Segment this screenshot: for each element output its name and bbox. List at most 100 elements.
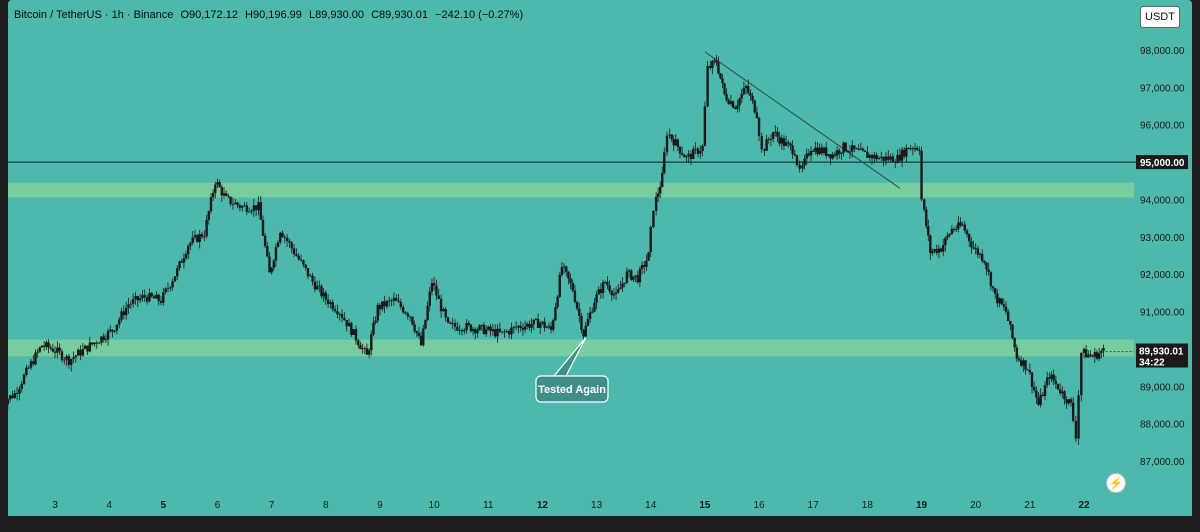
- chart-frame[interactable]: 98,000.00 97,000.00 96,000.00 95,000.00 94,0…: [8, 0, 1192, 520]
- candle-body: [397, 300, 400, 302]
- candle-body: [302, 260, 305, 265]
- candle-body: [599, 289, 603, 293]
- candle-body: [40, 345, 44, 348]
- candle-body: [621, 283, 624, 288]
- candle-body: [315, 285, 319, 290]
- x-tick-label: 22: [1078, 500, 1090, 511]
- candle-body: [474, 328, 477, 334]
- candle-body: [38, 347, 42, 352]
- candle-body: [861, 148, 865, 151]
- candle-body: [703, 106, 707, 146]
- candle-body: [252, 205, 256, 211]
- candle-body: [166, 288, 170, 290]
- candle-body: [593, 302, 596, 312]
- candle-body: [313, 281, 317, 290]
- candle-body: [176, 268, 179, 277]
- currency-button[interactable]: USDT: [1140, 6, 1180, 28]
- candle-body: [584, 325, 587, 337]
- candle-body: [978, 253, 982, 255]
- candle-body: [51, 348, 55, 352]
- candle-body: [840, 152, 843, 154]
- y-tick-label: 92,000.00: [1140, 270, 1185, 281]
- candle-body: [755, 112, 759, 118]
- candle-body: [749, 92, 752, 96]
- y-tick-label: 89,000.00: [1140, 382, 1185, 393]
- candle-body: [545, 327, 548, 329]
- candle-body: [952, 229, 956, 230]
- candle-body: [22, 374, 26, 384]
- candle-body: [449, 322, 452, 324]
- candle-body: [182, 258, 186, 263]
- candle-body: [965, 230, 969, 235]
- candle-body: [699, 151, 702, 154]
- candle-body: [647, 252, 650, 261]
- candle-body: [643, 264, 646, 267]
- candle-body: [505, 331, 509, 333]
- candle-body: [692, 148, 695, 159]
- candle-body: [571, 282, 574, 291]
- candle-body: [665, 135, 669, 153]
- candle-body: [42, 345, 46, 347]
- y-tick-label: 97,000.00: [1140, 83, 1185, 94]
- annotation-box[interactable]: [535, 375, 609, 403]
- candle-body: [586, 319, 590, 326]
- candle-body: [763, 149, 766, 151]
- candle-body: [510, 327, 513, 335]
- candle-body: [687, 153, 690, 157]
- candle-body: [778, 136, 781, 144]
- candle-body: [610, 291, 613, 296]
- x-tick-label: 7: [269, 500, 275, 511]
- candle-body: [918, 149, 921, 151]
- candle-body: [406, 313, 409, 317]
- y-tick-label: 88,000.00: [1140, 420, 1185, 431]
- candle-body: [578, 308, 581, 316]
- candle-body: [209, 197, 213, 212]
- candle-body: [60, 351, 64, 360]
- candle-body: [1067, 399, 1071, 404]
- price-chart[interactable]: 98,000.00 97,000.00 96,000.00 95,000.00 94,0…: [8, 0, 1192, 520]
- candle-body: [435, 285, 438, 296]
- candle-body: [274, 246, 278, 261]
- candle-body: [948, 233, 951, 236]
- candle-body: [460, 330, 464, 332]
- candle-body: [931, 251, 934, 254]
- candle-body: [453, 323, 457, 327]
- candle-body: [198, 234, 201, 242]
- candle-body: [991, 286, 995, 289]
- candle-body: [774, 131, 777, 133]
- candle-body: [771, 132, 775, 139]
- candle-body: [549, 326, 553, 330]
- candle-body: [200, 234, 204, 237]
- candle-body: [220, 187, 224, 196]
- candle-body: [120, 311, 123, 320]
- candle-body: [1084, 349, 1088, 358]
- candle-body: [591, 311, 594, 313]
- candle-body: [367, 350, 371, 355]
- candle-body: [638, 268, 642, 283]
- candle-body: [148, 292, 151, 302]
- candle-body: [426, 305, 429, 320]
- candle-body: [723, 83, 726, 94]
- candle-body: [656, 193, 660, 197]
- lightning-icon[interactable]: ⚡: [1106, 473, 1126, 493]
- candle-body: [1069, 399, 1073, 403]
- candle-body: [238, 205, 242, 208]
- candle-body: [359, 345, 362, 350]
- x-tick-label: 6: [215, 500, 221, 511]
- candle-body: [138, 298, 142, 301]
- candle-body: [757, 117, 761, 137]
- candle-body: [408, 316, 412, 318]
- candle-body: [543, 321, 546, 328]
- candle-body: [659, 186, 662, 194]
- candle-body: [604, 282, 607, 283]
- candle-body: [927, 226, 930, 236]
- candle-body: [974, 248, 977, 250]
- candle-body: [554, 307, 557, 321]
- candle-body: [336, 311, 339, 315]
- candle-body: [519, 325, 522, 329]
- candle-body: [399, 301, 403, 308]
- candle-body: [63, 359, 66, 361]
- candle-body: [1065, 399, 1068, 404]
- candle-body: [827, 154, 830, 156]
- candle-body: [729, 101, 733, 104]
